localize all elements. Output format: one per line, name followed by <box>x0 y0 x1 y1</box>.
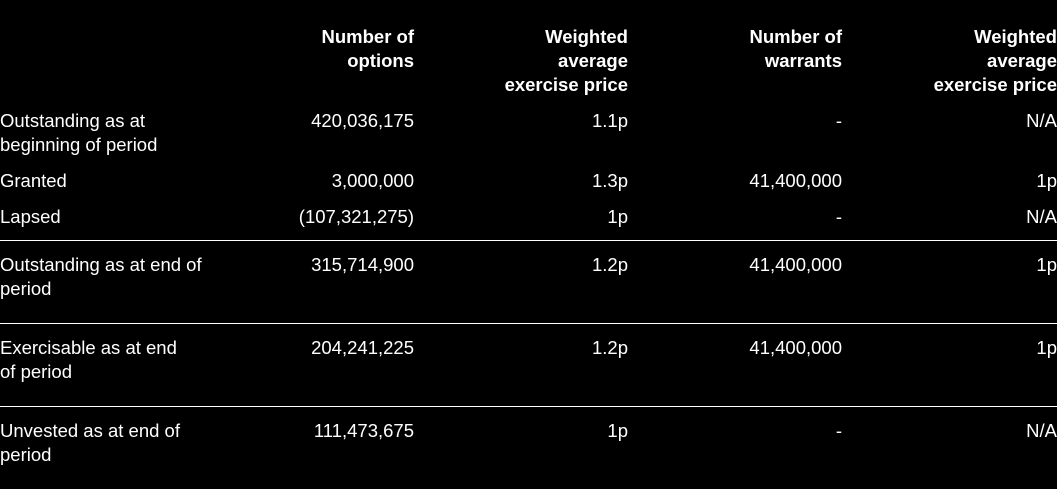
warrants-cell: 41,400,000 <box>628 323 842 407</box>
warrants-price-cell: 1p <box>1036 170 1057 191</box>
header-line: Weighted <box>974 26 1057 47</box>
header-warrants-weighted-average-price: Weighted average exercise price <box>842 0 1057 109</box>
header-line: Number of <box>321 26 415 47</box>
options-cell: 3,000,000 <box>331 170 414 191</box>
header-number-of-warrants: Number of warrants <box>628 0 843 109</box>
header-row: Number of options Weighted average exerc… <box>0 0 1057 109</box>
row-label: Lapsed <box>0 206 61 227</box>
row-label: Exercisable as at end of period <box>0 323 214 407</box>
row-label: Unvested as at end of period <box>0 406 214 490</box>
options-cell: 420,036,175 <box>311 110 414 131</box>
warrants-cell: 41,400,000 <box>749 170 842 191</box>
header-line: exercise price <box>504 74 628 95</box>
row-label: Outstanding as at end of period <box>0 240 214 324</box>
options-price-cell: 1p <box>414 406 628 490</box>
header-number-of-options: Number of options <box>214 0 415 109</box>
header-line: Weighted <box>545 26 628 47</box>
options-price-cell: 1.2p <box>414 240 628 324</box>
header-line: Number of <box>749 26 843 47</box>
options-cell: 204,241,225 <box>214 323 414 407</box>
warrants-cell: - <box>628 406 842 490</box>
table-row: Outstanding as at beginning of period 42… <box>0 109 1057 169</box>
warrants-price-cell: 1p <box>842 323 1057 407</box>
header-line: options <box>347 50 414 71</box>
warrants-price-cell: N/A <box>1026 110 1057 131</box>
table-row: Lapsed (107,321,275) 1p - N/A <box>0 205 1057 241</box>
options-cell: 315,714,900 <box>214 240 414 324</box>
row-label: Granted <box>0 170 67 191</box>
table-row: Exercisable as at end of period 204,241,… <box>0 323 1057 407</box>
options-cell: (107,321,275) <box>298 206 414 227</box>
table-row: Unvested as at end of period 111,473,675… <box>0 406 1057 490</box>
header-line: average <box>987 50 1057 71</box>
table-row: Outstanding as at end of period 315,714,… <box>0 240 1057 324</box>
warrants-cell: 41,400,000 <box>628 240 842 324</box>
warrants-cell: - <box>835 206 842 227</box>
header-options-weighted-average-price: Weighted average exercise price <box>414 0 628 109</box>
warrants-price-cell: N/A <box>1026 206 1057 227</box>
options-price-cell: 1.1p <box>591 110 628 131</box>
warrants-price-cell: 1p <box>842 240 1057 324</box>
options-price-cell: 1p <box>607 206 628 227</box>
header-line: exercise price <box>933 74 1057 95</box>
warrants-price-cell: N/A <box>842 406 1057 490</box>
header-line: warrants <box>764 50 842 71</box>
header-blank <box>0 0 214 109</box>
header-line: average <box>558 50 628 71</box>
warrants-cell: - <box>835 110 842 131</box>
table-row: Granted 3,000,000 1.3p 41,400,000 1p <box>0 169 1057 205</box>
options-price-cell: 1.3p <box>591 170 628 191</box>
row-label: Outstanding as at beginning of period <box>0 110 158 155</box>
options-cell: 111,473,675 <box>214 406 414 490</box>
options-price-cell: 1.2p <box>414 323 628 407</box>
